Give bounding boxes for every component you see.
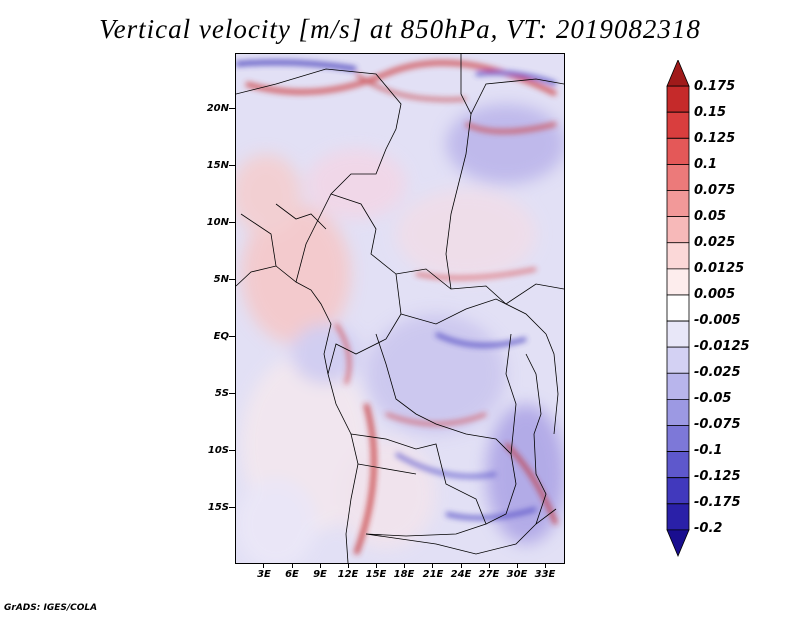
- lat-tick: [229, 165, 235, 166]
- lat-tick: [229, 222, 235, 223]
- colorbar-label: 0.05: [694, 209, 727, 224]
- lon-label-18e: 18E: [393, 569, 415, 580]
- colorbar-swatch: [666, 372, 690, 400]
- lon-label-27e: 27E: [478, 569, 500, 580]
- colorbar-swatch: [666, 425, 690, 452]
- lon-label-24e: 24E: [450, 569, 472, 580]
- colorbar-swatch: [666, 190, 690, 218]
- colorbar-swatch: [666, 294, 690, 322]
- lat-label-eq: EQ: [213, 331, 229, 342]
- lat-tick: [229, 507, 235, 508]
- colorbar-swatch: [666, 242, 690, 270]
- colorbar-label: -0.05: [694, 391, 732, 406]
- colorbar-label: -0.025: [694, 365, 741, 380]
- lon-tick: [461, 563, 462, 568]
- lat-tick: [229, 450, 235, 451]
- colorbar-swatch: [666, 451, 690, 479]
- colorbar-label: 0.1: [694, 157, 718, 172]
- lat-tick: [229, 336, 235, 337]
- footer-credit: GrADS: IGES/COLA: [4, 603, 98, 613]
- colorbar-swatch: [666, 477, 690, 505]
- vertical-velocity-map: [235, 53, 565, 564]
- colorbar-swatch: [666, 60, 690, 87]
- lon-tick: [545, 563, 546, 568]
- colorbar-swatch: [666, 85, 690, 113]
- colorbar-swatch: [666, 529, 690, 558]
- lat-label-5n: 5N: [213, 274, 229, 285]
- lon-tick: [292, 563, 293, 568]
- lon-label-15e: 15E: [365, 569, 387, 580]
- colorbar-label: -0.005: [694, 313, 741, 328]
- colorbar-swatch: [666, 216, 690, 244]
- colorbar-label: 0.15: [694, 105, 727, 120]
- lon-label-12e: 12E: [337, 569, 359, 580]
- colorbar-label: -0.075: [694, 417, 741, 432]
- colorbar-label: 0.075: [694, 183, 736, 198]
- lat-label-15n: 15N: [206, 160, 229, 171]
- lon-label-33e: 33E: [534, 569, 556, 580]
- colorbar-label: 0.125: [694, 131, 736, 146]
- colorbar-label: -0.1: [694, 443, 723, 458]
- colorbar-swatch: [666, 503, 690, 531]
- colorbar-swatch: [666, 268, 690, 296]
- lon-tick: [320, 563, 321, 568]
- colorbar-swatch: [666, 111, 690, 139]
- lon-tick: [263, 563, 264, 568]
- lon-tick: [517, 563, 518, 568]
- lat-label-10s: 10S: [207, 445, 229, 456]
- lon-tick: [432, 563, 433, 568]
- lon-tick: [348, 563, 349, 568]
- lon-label-3e: 3E: [257, 569, 271, 580]
- lat-label-15s: 15S: [207, 502, 229, 513]
- lon-label-9e: 9E: [313, 569, 327, 580]
- map-field: [236, 54, 564, 563]
- colorbar-label: 0.005: [694, 287, 736, 302]
- colorbar-swatch: [666, 346, 690, 374]
- colorbar-swatch: [666, 137, 690, 165]
- colorbar-swatch: [666, 398, 690, 426]
- colorbar-label: 0.175: [694, 79, 736, 94]
- lat-label-10n: 10N: [206, 217, 229, 228]
- colorbar-label: -0.175: [694, 495, 741, 510]
- lon-label-21e: 21E: [422, 569, 444, 580]
- colorbar-label: 0.025: [694, 235, 736, 250]
- colorbar-swatch: [666, 320, 690, 348]
- lat-tick: [229, 279, 235, 280]
- lat-tick: [229, 108, 235, 109]
- lat-label-20n: 20N: [206, 103, 229, 114]
- colorbar-swatch: [666, 164, 690, 191]
- lon-tick: [404, 563, 405, 568]
- lon-label-30e: 30E: [506, 569, 528, 580]
- lon-tick: [489, 563, 490, 568]
- colorbar-label: -0.0125: [694, 339, 750, 354]
- colorbar-label: -0.125: [694, 469, 741, 484]
- lat-tick: [229, 393, 235, 394]
- lat-label-5s: 5S: [214, 388, 229, 399]
- map-title: Vertical velocity [m/s] at 850hPa, VT: 2…: [99, 14, 701, 44]
- lon-label-6e: 6E: [285, 569, 299, 580]
- lon-tick: [376, 563, 377, 568]
- colorbar: [666, 60, 690, 558]
- colorbar-label: -0.2: [694, 521, 723, 536]
- colorbar-label: 0.0125: [694, 261, 745, 276]
